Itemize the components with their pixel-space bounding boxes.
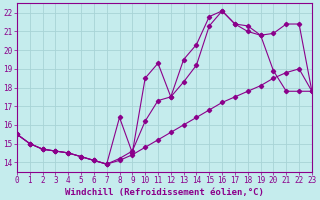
X-axis label: Windchill (Refroidissement éolien,°C): Windchill (Refroidissement éolien,°C) <box>65 188 264 197</box>
